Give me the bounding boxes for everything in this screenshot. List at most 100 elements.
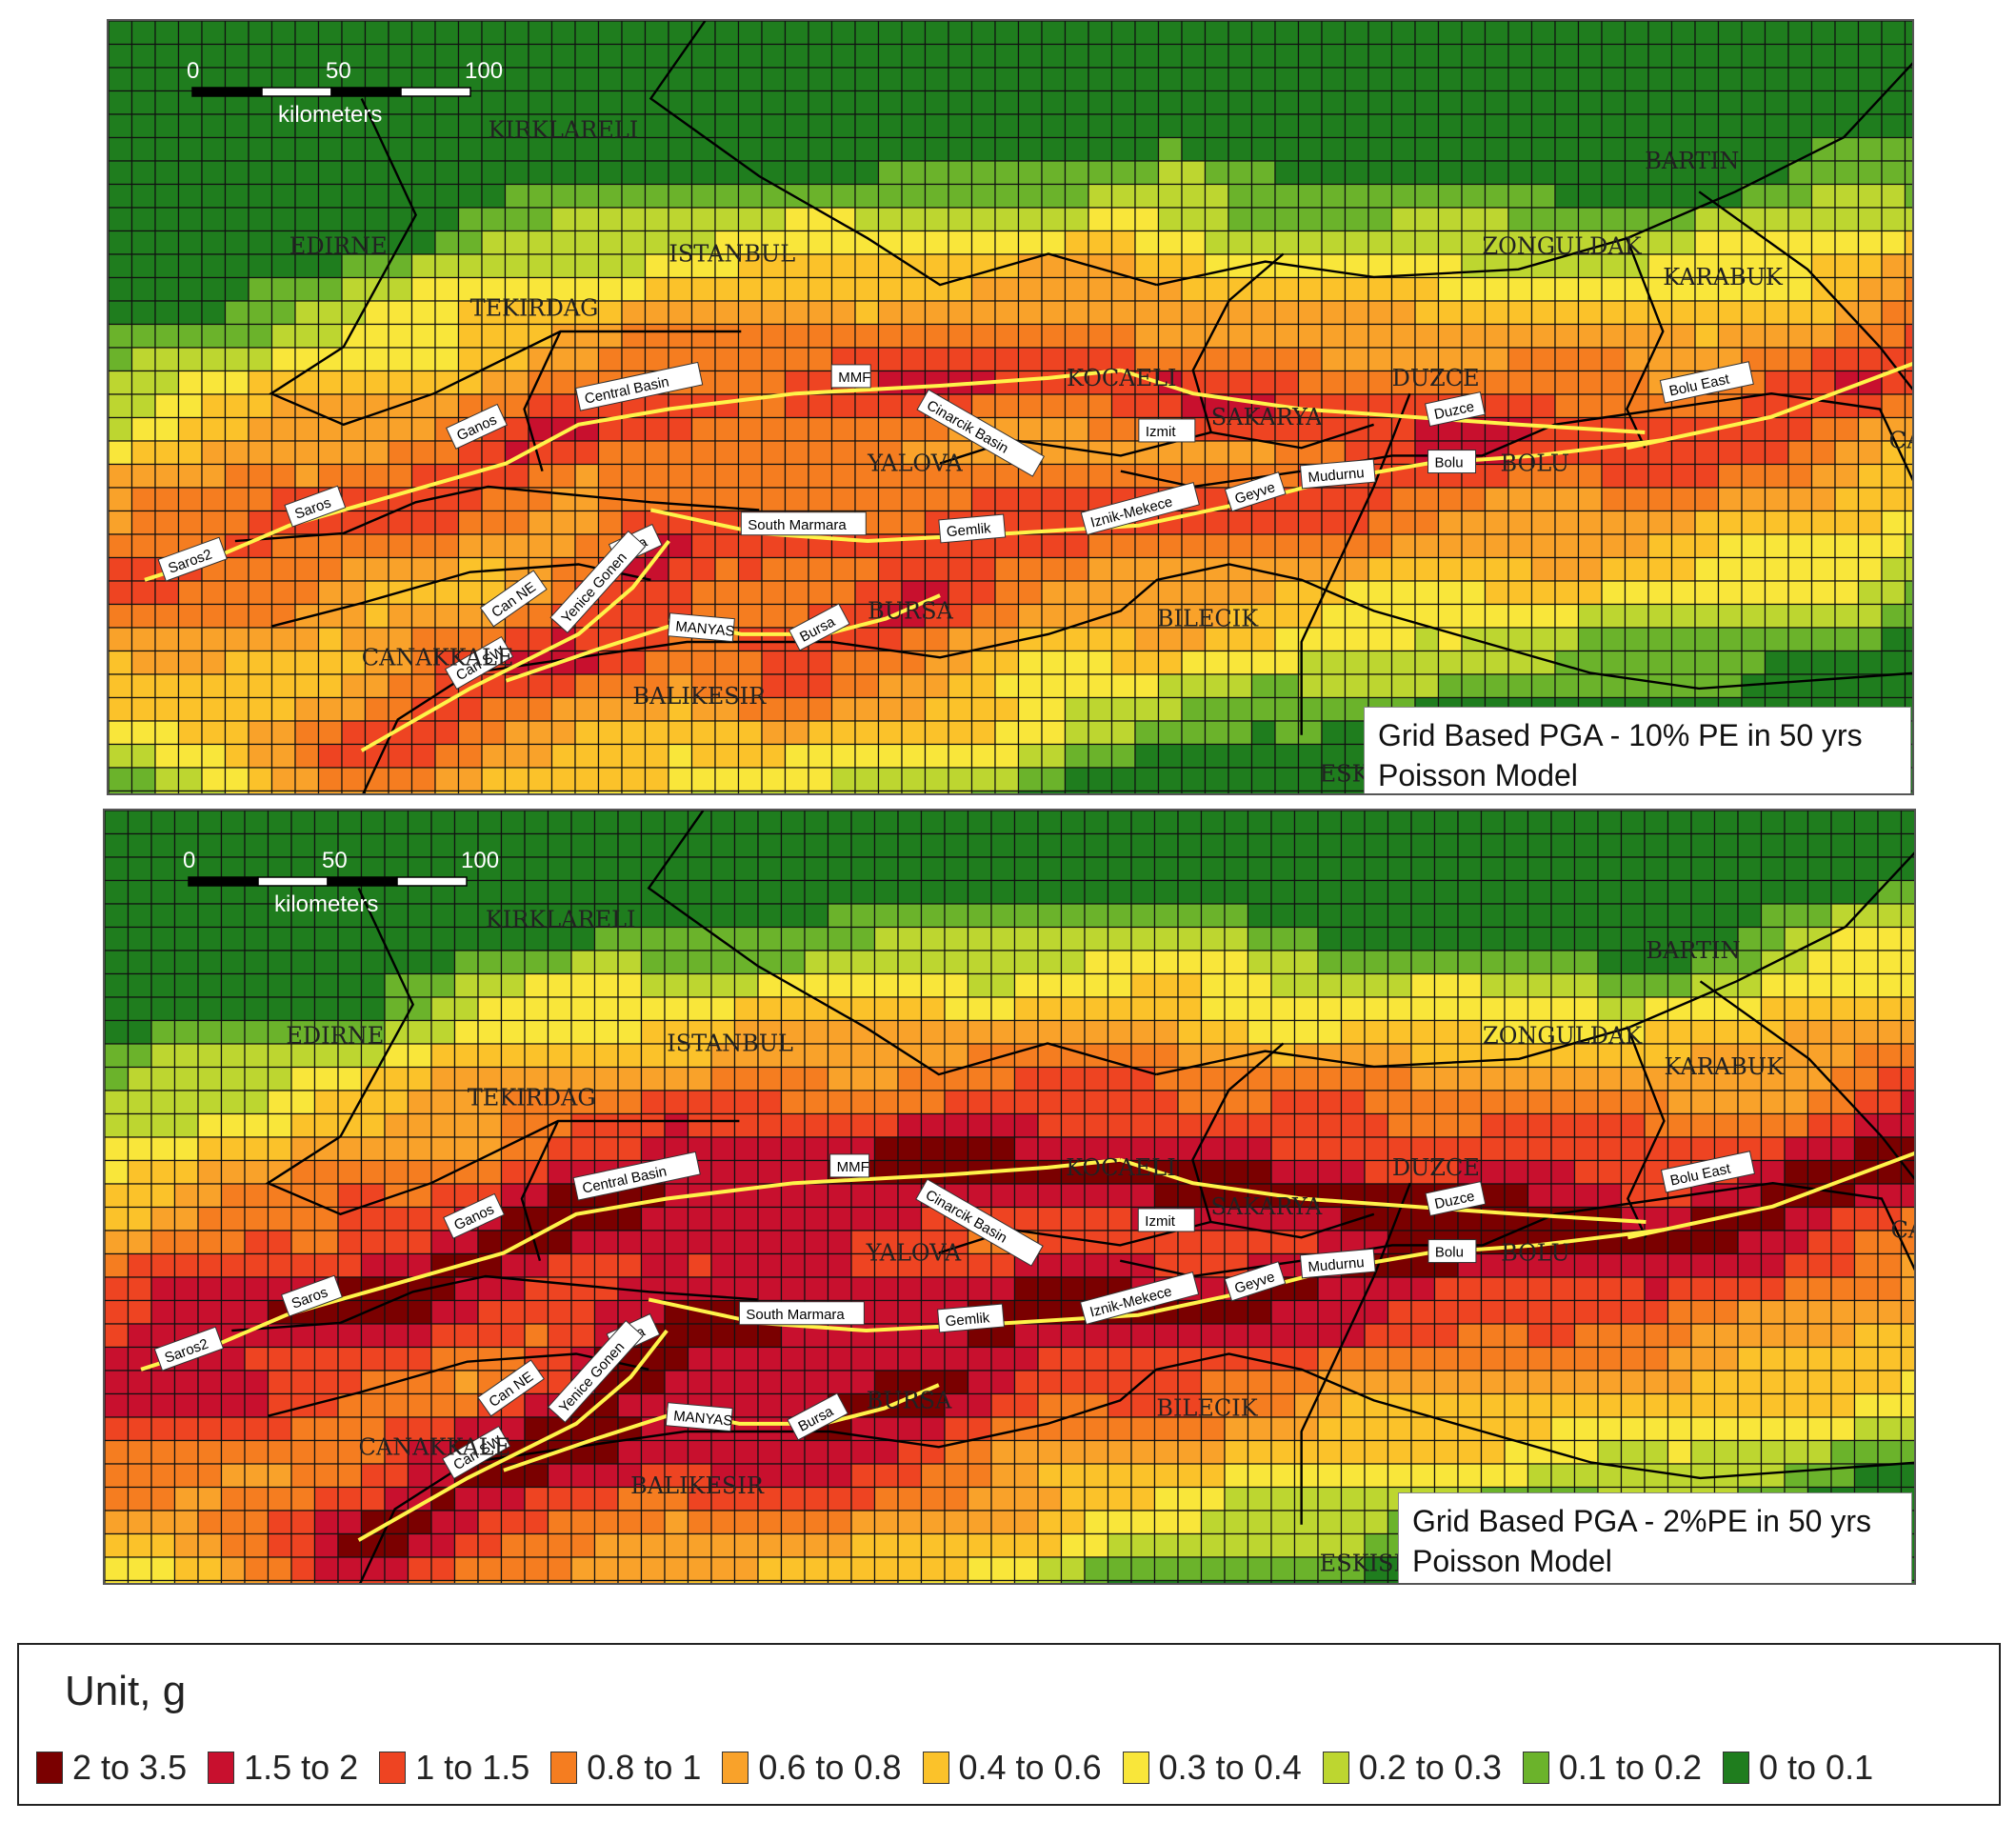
grid-cell bbox=[1573, 972, 1599, 998]
grid-cell bbox=[1410, 811, 1436, 835]
grid-cell bbox=[341, 440, 367, 466]
grid-cell bbox=[1857, 136, 1883, 162]
grid-cell bbox=[341, 743, 367, 769]
grid-cell bbox=[150, 1230, 176, 1255]
grid-cell bbox=[1457, 1370, 1483, 1395]
grid-cell bbox=[574, 440, 600, 466]
grid-cell bbox=[1877, 1066, 1903, 1091]
grid-cell bbox=[244, 1346, 269, 1372]
grid-cell bbox=[1433, 1370, 1459, 1395]
grid-cell bbox=[1064, 790, 1089, 793]
grid-cell bbox=[761, 67, 787, 92]
grid-cell bbox=[1270, 1090, 1296, 1115]
grid-cell bbox=[1181, 43, 1207, 69]
grid-cell bbox=[668, 743, 693, 769]
grid-cell bbox=[710, 1323, 736, 1349]
grid-cell bbox=[150, 1370, 176, 1395]
grid-cell bbox=[574, 487, 600, 512]
grid-cell bbox=[1317, 996, 1343, 1022]
grid-cell bbox=[877, 43, 903, 69]
grid-cell bbox=[877, 790, 903, 793]
grid-cell bbox=[1200, 1323, 1226, 1349]
grid-cell bbox=[220, 1416, 246, 1442]
grid-cell bbox=[1784, 950, 1809, 975]
grid-cell bbox=[1737, 879, 1763, 905]
grid-cell bbox=[1597, 972, 1623, 998]
grid-cell bbox=[1340, 926, 1366, 951]
grid-cell bbox=[1037, 1370, 1063, 1395]
grid-cell bbox=[640, 832, 666, 858]
grid-cell bbox=[453, 926, 479, 951]
grid-cell bbox=[341, 230, 367, 255]
grid-cell bbox=[1694, 510, 1720, 535]
grid-cell bbox=[784, 720, 809, 746]
grid-cell bbox=[1317, 1276, 1343, 1302]
grid-cell bbox=[1760, 1370, 1786, 1395]
grid-cell bbox=[757, 1112, 783, 1138]
grid-cell bbox=[477, 926, 503, 951]
grid-cell bbox=[897, 1019, 923, 1045]
grid-cell bbox=[109, 253, 133, 279]
grid-cell bbox=[481, 696, 507, 722]
grid-cell bbox=[1601, 230, 1627, 255]
grid-cell bbox=[1177, 811, 1203, 835]
grid-cell bbox=[1321, 720, 1347, 746]
grid-cell bbox=[1041, 416, 1067, 442]
grid-cell bbox=[1317, 1439, 1343, 1465]
grid-cell bbox=[109, 463, 133, 489]
grid-cell bbox=[1200, 1136, 1226, 1162]
grid-cell bbox=[127, 1276, 152, 1302]
grid-cell bbox=[1228, 67, 1253, 92]
grid-cell bbox=[154, 627, 180, 652]
grid-cell bbox=[410, 416, 436, 442]
grid-cell bbox=[1810, 253, 1836, 279]
grid-cell bbox=[1200, 832, 1226, 858]
grid-cell bbox=[1694, 487, 1720, 512]
grid-cell bbox=[550, 43, 576, 69]
grid-cell bbox=[201, 440, 227, 466]
grid-cell bbox=[1741, 90, 1766, 115]
grid-cell bbox=[1504, 1346, 1529, 1372]
grid-cell bbox=[830, 767, 856, 792]
grid-cell bbox=[1480, 811, 1506, 835]
grid-cell bbox=[994, 650, 1020, 675]
grid-cell bbox=[1157, 650, 1183, 675]
grid-cell bbox=[547, 1323, 572, 1349]
grid-cell bbox=[1037, 832, 1063, 858]
grid-cell bbox=[434, 136, 460, 162]
grid-cell bbox=[294, 370, 320, 395]
grid-cell bbox=[994, 136, 1020, 162]
grid-cell bbox=[1760, 926, 1786, 951]
grid-cell bbox=[1297, 347, 1323, 372]
grid-cell bbox=[410, 603, 436, 629]
grid-cell bbox=[808, 416, 833, 442]
grid-cell bbox=[1134, 300, 1160, 326]
grid-cell bbox=[901, 790, 927, 793]
grid-cell bbox=[105, 1230, 130, 1255]
grid-cell bbox=[574, 510, 600, 535]
grid-cell bbox=[1250, 767, 1276, 792]
grid-cell bbox=[290, 1416, 316, 1442]
grid-cell bbox=[873, 1090, 899, 1115]
grid-cell bbox=[457, 510, 483, 535]
fault-label-text: MANYAS bbox=[675, 618, 735, 639]
grid-cell bbox=[687, 1090, 712, 1115]
grid-cell bbox=[1741, 136, 1766, 162]
grid-cell bbox=[944, 903, 969, 929]
grid-cell bbox=[504, 21, 529, 46]
grid-cell bbox=[1017, 207, 1043, 232]
grid-cell bbox=[1224, 1090, 1249, 1115]
grid-cell bbox=[1554, 113, 1580, 139]
grid-cell bbox=[873, 832, 899, 858]
grid-cell bbox=[1321, 323, 1347, 349]
grid-cell bbox=[1554, 136, 1580, 162]
grid-cell bbox=[1153, 811, 1179, 835]
grid-cell bbox=[668, 21, 693, 46]
grid-cell bbox=[1293, 832, 1319, 858]
grid-cell bbox=[593, 1066, 619, 1091]
grid-cell bbox=[570, 996, 596, 1022]
grid-cell bbox=[1853, 996, 1879, 1022]
grid-cell bbox=[970, 720, 996, 746]
grid-cell bbox=[593, 1463, 619, 1489]
grid-cell bbox=[990, 1346, 1016, 1372]
